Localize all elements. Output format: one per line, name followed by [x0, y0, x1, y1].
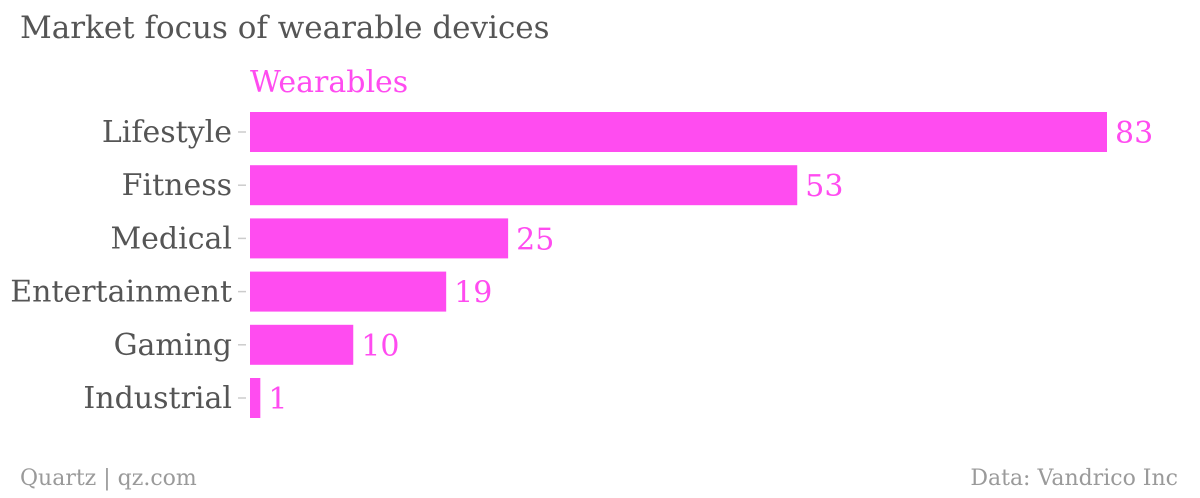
bar — [250, 165, 798, 206]
value-label: 53 — [805, 169, 843, 204]
category-label: Entertainment — [10, 275, 232, 310]
bar — [250, 378, 261, 418]
category-label: Lifestyle — [102, 115, 232, 150]
category-label: Gaming — [114, 328, 232, 363]
bar — [250, 218, 509, 259]
category-label: Fitness — [122, 168, 232, 203]
value-label: 83 — [1115, 116, 1153, 151]
legend-series-label: Wearables — [250, 65, 408, 100]
value-label: 25 — [516, 222, 554, 257]
footer-source: Quartz | qz.com — [20, 466, 197, 491]
chart-title: Market focus of wearable devices — [20, 10, 550, 46]
bar — [250, 112, 1107, 152]
value-label: 1 — [268, 382, 287, 417]
bar — [250, 271, 447, 312]
footer-credit: Data: Vandrico Inc — [970, 466, 1178, 491]
bar — [250, 324, 354, 365]
value-label: 19 — [454, 276, 492, 311]
value-label: 10 — [361, 329, 399, 364]
category-label: Medical — [110, 221, 232, 256]
category-label: Industrial — [83, 381, 232, 416]
